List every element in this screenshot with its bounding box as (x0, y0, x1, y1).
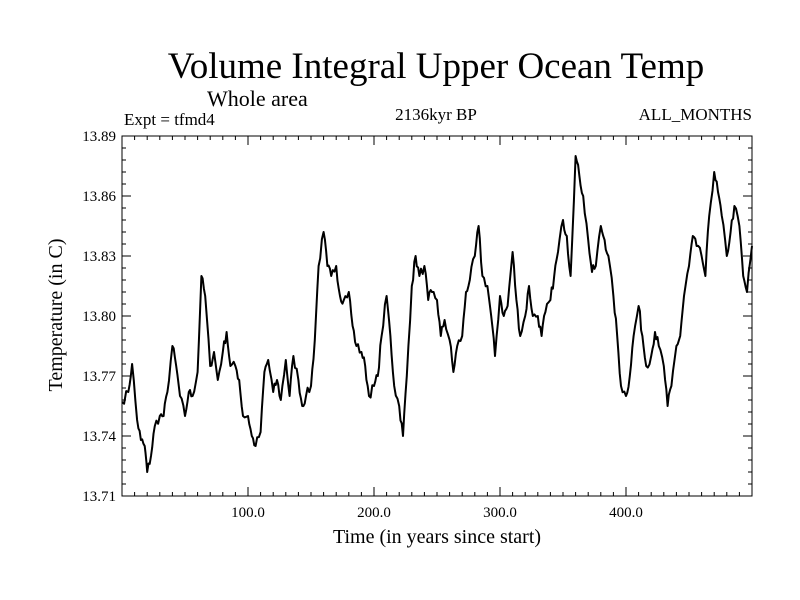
x-tick-label: 400.0 (609, 505, 643, 521)
y-tick-label: 13.89 (82, 129, 116, 145)
experiment-label: Expt = tfmd4 (124, 110, 215, 129)
months-label: ALL_MONTHS (639, 105, 752, 124)
y-tick-label: 13.77 (82, 369, 116, 385)
y-axis-label: Temperature (in C) (45, 239, 67, 392)
series-line-temperature (121, 155, 753, 473)
chart-subtitle: Whole area (207, 86, 308, 111)
x-tick-label: 100.0 (231, 505, 265, 521)
y-tick-label: 13.74 (82, 429, 116, 445)
axis-tick-labels: 100.0 200.0 300.0 400.0 13.71 13.74 13.77 13.80… (82, 129, 643, 521)
x-tick-label: 200.0 (357, 505, 391, 521)
x-tick-label: 300.0 (483, 505, 517, 521)
period-label: 2136kyr BP (395, 105, 477, 124)
y-tick-label: 13.80 (82, 309, 116, 325)
y-tick-label: 13.83 (82, 249, 116, 265)
chart-title: Volume Integral Upper Ocean Temp (168, 46, 704, 87)
plot-frame (121, 135, 753, 497)
x-axis-label: Time (in years since start) (333, 526, 541, 548)
y-tick-label: 13.71 (82, 489, 116, 505)
y-tick-label: 13.86 (82, 189, 116, 205)
axis-ticks (122, 136, 752, 496)
